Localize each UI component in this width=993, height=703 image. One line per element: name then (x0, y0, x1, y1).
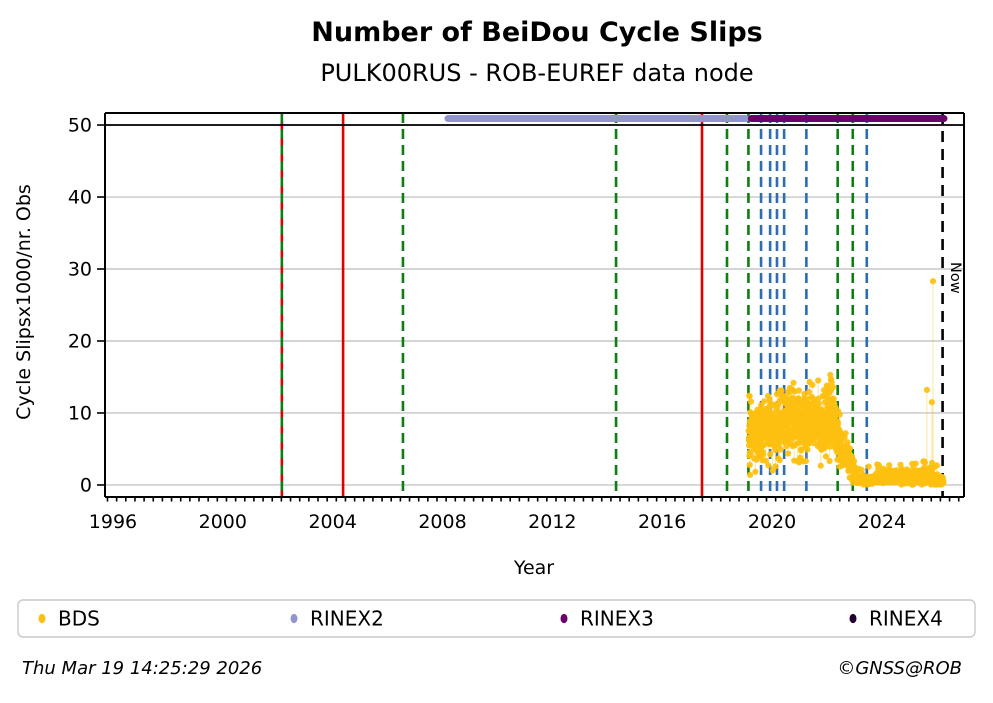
page-title: Number of BeiDou Cycle Slips (311, 17, 762, 48)
legend-label-bds: BDS (58, 607, 100, 631)
bds-point (746, 461, 753, 469)
legend-item-rinex3: RINEX3 (560, 607, 654, 631)
y-tick-label: 10 (68, 402, 92, 424)
bds-point (795, 387, 803, 394)
legend-box (17, 599, 976, 638)
bds-point (933, 462, 941, 469)
bds-point (759, 451, 767, 458)
bds-point (778, 387, 785, 394)
bds-point (940, 479, 947, 486)
legend-label-rinex3: RINEX3 (580, 607, 654, 631)
legend-item-rinex2: RINEX2 (290, 607, 384, 631)
bds-point (805, 388, 813, 395)
bds-point (776, 457, 783, 464)
bds-point (851, 458, 858, 465)
bds-point (912, 460, 919, 467)
bds-point (760, 398, 768, 405)
legend-item-rinex4: RINEX4 (849, 607, 943, 631)
bds-point (815, 377, 822, 384)
bds-point (846, 445, 854, 452)
x-tick-label: 2012 (528, 511, 576, 533)
bds-point (929, 278, 937, 285)
bds-point (762, 457, 769, 464)
bds-point (830, 384, 837, 391)
bds-point (834, 420, 842, 427)
x-axis-label: Year (513, 557, 554, 579)
plot-area: 1996 2000 2004 2008 2012 2016 2020 2024 0 10 20 30 4… (68, 112, 965, 533)
bds-point (826, 457, 833, 465)
bds-point (772, 463, 779, 470)
rinex3-marker-icon (560, 613, 568, 624)
bds-point (822, 453, 830, 460)
bds-marker-icon (38, 613, 46, 624)
bds-point (752, 468, 759, 475)
bds-point (865, 463, 872, 470)
legend-label-rinex2: RINEX2 (310, 607, 384, 631)
bds-point (777, 446, 784, 453)
x-tick-label: 2016 (638, 511, 686, 533)
bds-point (798, 447, 805, 454)
bds-point (923, 386, 931, 393)
x-tick-label: 2020 (748, 511, 796, 533)
x-tick-label: 2024 (858, 511, 906, 533)
bds-point (790, 379, 797, 386)
rinex4-marker-icon (849, 613, 857, 624)
bds-point (747, 471, 754, 478)
bds-point (772, 447, 779, 454)
bds-point (817, 462, 824, 469)
bds-point (836, 411, 843, 418)
bds-point (809, 381, 816, 388)
bds-point (875, 462, 882, 469)
x-tick-label: 2000 (199, 511, 247, 533)
x-tick-label: 2004 (308, 511, 356, 533)
y-tick-label: 30 (68, 259, 92, 281)
generation-timestamp: Thu Mar 19 14:25:29 2026 (22, 658, 262, 679)
legend-label-rinex4: RINEX4 (869, 607, 943, 631)
bds-point (746, 393, 753, 400)
bds-point (830, 395, 837, 402)
x-tick-label: 2008 (418, 511, 466, 533)
bds-point (766, 395, 773, 402)
now-label: Now (947, 262, 963, 294)
bds-point (842, 430, 849, 437)
y-tick-label: 0 (80, 474, 92, 496)
y-tick-label: 40 (68, 187, 92, 209)
legend-item-bds: BDS (38, 607, 100, 631)
bds-point (796, 408, 804, 415)
bds-point (804, 446, 811, 453)
bds-point (844, 439, 851, 446)
bds-point (802, 458, 810, 465)
x-tick-label: 1996 (89, 511, 137, 533)
credit: ©GNSS@ROB (837, 658, 962, 679)
bds-point (785, 450, 792, 457)
bds-point (765, 462, 772, 469)
legend: BDS RINEX2 RINEX3 RINEX4 (17, 599, 976, 638)
bds-point (921, 459, 929, 466)
bds-point (767, 451, 774, 458)
y-tick-label: 20 (68, 330, 92, 352)
bds-point (747, 398, 755, 405)
page-subtitle: PULK00RUS - ROB-EUREF data node (320, 59, 753, 87)
y-axis-label: Cycle Slipsx1000/nr. Obs (13, 184, 35, 420)
y-tick-label: 50 (68, 115, 92, 137)
rinex2-marker-icon (290, 613, 298, 624)
bds-point (928, 399, 936, 406)
bds-point (886, 462, 893, 469)
bds-point (815, 400, 823, 407)
